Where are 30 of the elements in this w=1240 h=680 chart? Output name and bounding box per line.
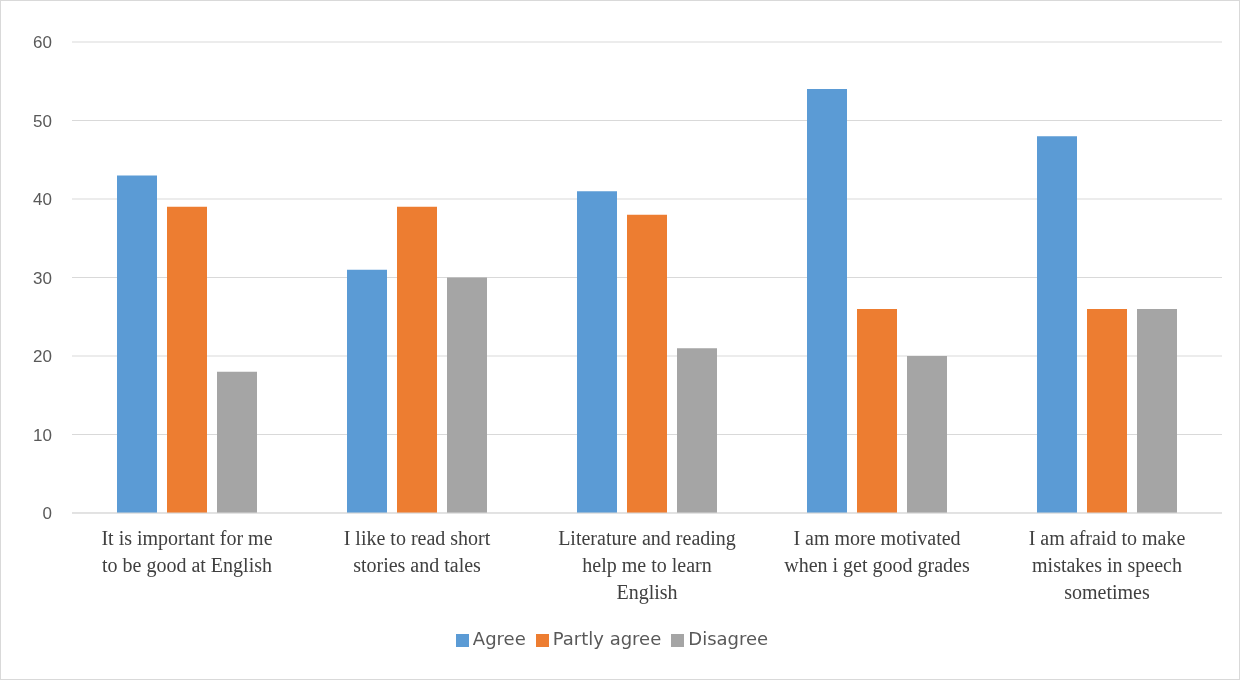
bar [807,89,847,513]
x-tick-label: It is important for me to be good at English [101,527,273,577]
y-tick-label: 10 [33,425,52,445]
bar [117,175,157,513]
legend-label: Disagree [688,628,769,649]
y-tick-label: 60 [33,33,52,53]
bar [1037,136,1077,513]
x-tick-label: I am afraid to make mistakes in speech sometimes [1028,527,1186,603]
x-tick-label: Literature and reading help me to learn English [558,527,736,604]
bar [397,206,437,513]
y-tick-label: 40 [33,190,52,210]
bar [1137,308,1177,513]
bar [677,348,717,513]
bar [857,308,897,513]
bar [907,356,947,513]
bar [347,269,387,513]
bar [447,277,487,513]
legend-label: Agree [472,628,526,649]
bar [577,191,617,513]
bar [627,214,667,513]
bar [167,206,207,513]
x-tick-label: I am more motivated when i get good grades [784,527,970,577]
bar [1087,308,1127,513]
y-tick-label: 30 [33,268,52,288]
legend-label: Partly agree [552,628,662,649]
bar [217,371,257,513]
x-tick-label: I like to read short stories and tales [343,527,491,576]
y-tick-label: 20 [33,347,52,367]
y-tick-label: 0 [42,504,52,524]
y-tick-label: 50 [33,111,52,131]
